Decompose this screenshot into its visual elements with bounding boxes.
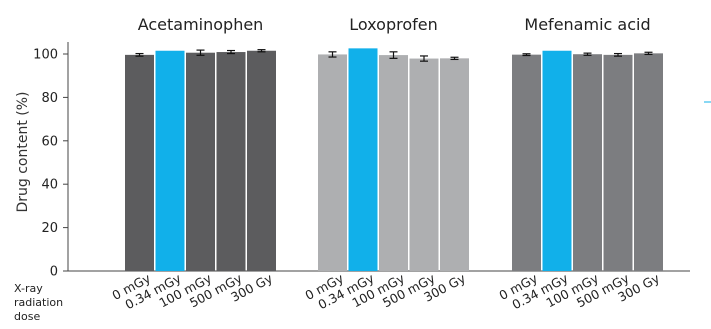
y-tick-label: 0: [50, 265, 58, 280]
bar: [318, 54, 347, 272]
bar: [603, 54, 633, 272]
bar: [409, 58, 439, 271]
bar: [348, 48, 378, 271]
bar: [573, 54, 602, 272]
bar: [186, 52, 215, 272]
bar: [634, 53, 663, 271]
bar: [379, 55, 408, 272]
bar: [216, 52, 246, 272]
bar: [125, 54, 154, 272]
y-tick-label: 80: [41, 91, 58, 106]
x-axis-title-line-1: X-ray: [14, 282, 43, 295]
bar: [440, 58, 469, 272]
y-tick-label: 100: [33, 48, 58, 63]
x-axis-title-line-2: radiation: [14, 296, 63, 309]
y-axis-label: Drug content (%): [15, 91, 31, 212]
bar: [247, 50, 276, 272]
y-tick-label: 20: [41, 221, 58, 236]
group-title: Acetaminophen: [138, 15, 264, 34]
bar: [155, 50, 185, 272]
y-tick-label: 60: [41, 134, 58, 149]
x-axis-title-line-3: dose: [14, 310, 40, 323]
group-title: Mefenamic acid: [524, 15, 650, 34]
y-tick-label: 40: [41, 178, 58, 193]
bar: [512, 54, 541, 271]
bar: [542, 50, 572, 272]
group-title: Loxoprofen: [349, 15, 437, 34]
